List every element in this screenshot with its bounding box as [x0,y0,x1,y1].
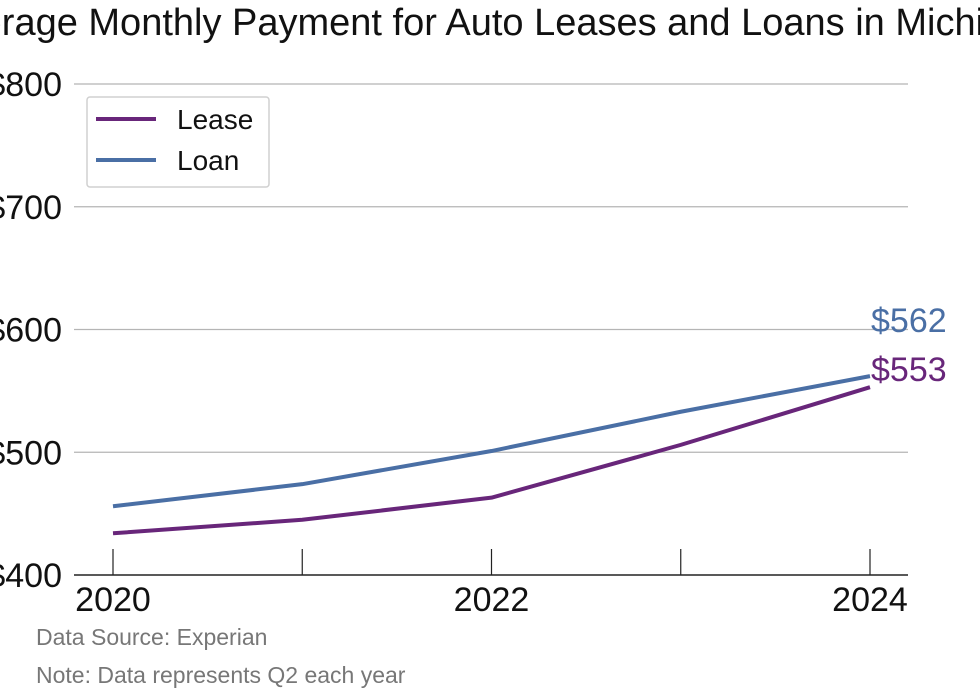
series-line-lease [112,385,871,536]
legend-label-lease: Lease [177,104,253,135]
legend: Lease Loan [86,96,270,188]
end-label-lease: $553 [871,351,947,389]
end-label-loan: $562 [871,302,947,340]
series-line-loan [112,374,871,509]
x-tick-label: 2020 [75,581,151,619]
x-tick-label: 2024 [832,581,908,619]
y-tick-label: $800 [0,66,62,104]
x-axis: 2020 2022 2024 [74,549,908,619]
data-note: Note: Data represents Q2 each year [36,662,406,688]
y-tick-label: $700 [0,189,62,227]
line-chart: Average Monthly Payment for Auto Leases … [0,2,980,619]
x-tick-label: 2022 [454,581,530,619]
data-source-note: Data Source: Experian [36,624,268,650]
y-tick-label: $500 [0,434,62,472]
y-axis-tick-labels: $400 $500 $600 $700 $800 [0,66,62,595]
y-tick-label: $600 [0,312,62,350]
end-labels: $553 $562 [871,302,947,389]
series-lines [112,374,871,536]
legend-label-loan: Loan [177,145,239,176]
y-tick-label: $400 [0,557,62,595]
chart-title: Average Monthly Payment for Auto Leases … [0,2,980,44]
